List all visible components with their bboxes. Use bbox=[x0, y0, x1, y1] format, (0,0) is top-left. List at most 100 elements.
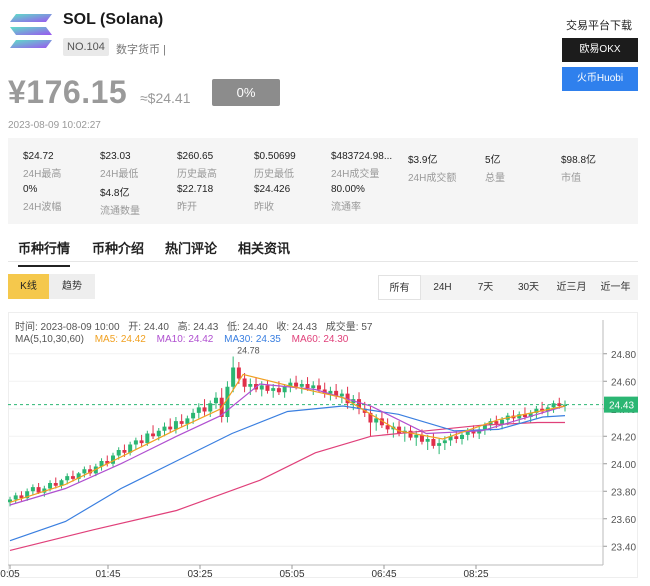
candle-body bbox=[437, 443, 442, 446]
range-selector: 所有 24H 7天 30天 近三月 近一年 bbox=[378, 275, 638, 300]
candle-body bbox=[76, 473, 81, 479]
candle-body bbox=[345, 393, 350, 404]
candle-body bbox=[442, 440, 447, 444]
timestamp: 2023-08-09 10:02:27 bbox=[8, 120, 101, 131]
candle-body bbox=[105, 461, 110, 464]
kline-button[interactable]: K线 bbox=[8, 274, 49, 299]
candle-body bbox=[65, 476, 70, 481]
tab-market[interactable]: 币种行情 bbox=[18, 238, 71, 267]
y-tick-label: 23.60 bbox=[611, 515, 636, 526]
huobi-download-button[interactable]: 火币Huobi bbox=[562, 67, 638, 91]
candle-body bbox=[322, 389, 327, 394]
candle-body bbox=[488, 421, 493, 426]
ma30-line bbox=[9, 405, 566, 542]
candle-body bbox=[25, 491, 30, 499]
x-tick-label: 01:45 bbox=[95, 569, 120, 580]
y-tick-label: 24.20 bbox=[611, 432, 636, 443]
ma60-value: MA60: 24.30 bbox=[291, 334, 349, 345]
candle-body bbox=[99, 461, 104, 467]
ma-legend: MA(5,10,30,60) MA5: 24.42 MA10: 24.42 MA… bbox=[15, 334, 356, 345]
price-cny: ¥176.15 bbox=[8, 74, 128, 110]
candle-body bbox=[173, 421, 178, 430]
coin-name: SOL (Solana) bbox=[63, 11, 164, 28]
y-tick-label: 24.80 bbox=[611, 350, 636, 361]
x-tick-label: 08:25 bbox=[463, 569, 488, 580]
range-all[interactable]: 所有 bbox=[378, 275, 421, 300]
tab-news[interactable]: 相关资讯 bbox=[238, 241, 291, 256]
candle-body bbox=[471, 430, 476, 434]
candle-body bbox=[316, 385, 321, 390]
candle-body bbox=[156, 430, 161, 437]
candle-body bbox=[145, 433, 150, 444]
candle-body bbox=[151, 433, 156, 437]
candle-body bbox=[368, 412, 373, 423]
range-24h[interactable]: 24H bbox=[421, 275, 464, 300]
candle-body bbox=[82, 469, 87, 474]
candle-body bbox=[288, 382, 293, 387]
candle-body bbox=[231, 367, 236, 387]
candle-body bbox=[110, 455, 115, 464]
candle-body bbox=[242, 378, 247, 387]
candle-body bbox=[122, 450, 127, 453]
candle-body bbox=[339, 393, 344, 397]
candle-body bbox=[517, 414, 522, 419]
candle-body bbox=[408, 430, 413, 438]
candle-body bbox=[271, 388, 276, 391]
range-30d[interactable]: 30天 bbox=[507, 275, 550, 300]
candle-body bbox=[70, 476, 75, 479]
range-3m[interactable]: 近三月 bbox=[550, 275, 593, 300]
ma30-value: MA30: 24.35 bbox=[224, 334, 281, 345]
ma-label: MA(5,10,30,60) bbox=[15, 334, 84, 345]
tab-bar: 币种行情 币种介绍 热门评论 相关资讯 bbox=[8, 232, 638, 267]
ma10-line bbox=[9, 383, 566, 506]
stat-24h-turnover: $3.9亿 24H成交额 bbox=[408, 155, 457, 184]
candle-body bbox=[36, 487, 41, 493]
stat-total-supply: 5亿 总量 bbox=[485, 155, 505, 184]
candle-body bbox=[202, 407, 207, 412]
candle-body bbox=[494, 421, 499, 424]
candle-body bbox=[414, 434, 419, 438]
candle-body bbox=[374, 418, 379, 423]
candle-body bbox=[179, 421, 184, 424]
candle-body bbox=[311, 385, 316, 389]
candle-body bbox=[185, 418, 190, 424]
x-tick-label: 03:25 bbox=[187, 569, 212, 580]
candle-body bbox=[225, 386, 230, 417]
rank-badge: NO.104 bbox=[63, 38, 109, 56]
candle-body bbox=[196, 407, 201, 413]
stat-circulating: $4.8亿 流通数量 bbox=[100, 188, 140, 217]
range-1y[interactable]: 近一年 bbox=[593, 275, 638, 300]
tab-comments[interactable]: 热门评论 bbox=[165, 241, 218, 256]
candle-body bbox=[465, 430, 470, 435]
trend-button[interactable]: 趋势 bbox=[49, 274, 95, 299]
candle-body bbox=[276, 388, 281, 393]
candle-body bbox=[213, 397, 218, 404]
price-usd: ≈$24.41 bbox=[140, 90, 191, 106]
current-price-label: 24.43 bbox=[609, 401, 634, 412]
candle-body bbox=[236, 367, 241, 379]
okx-download-button[interactable]: 欧易OKX bbox=[562, 38, 638, 62]
range-7d[interactable]: 7天 bbox=[464, 275, 507, 300]
candle-body bbox=[551, 403, 556, 408]
x-tick-label: 06:45 bbox=[371, 569, 396, 580]
ma60-line bbox=[9, 421, 565, 551]
candle-body bbox=[397, 426, 402, 434]
coin-category: 数字货币 | bbox=[116, 44, 166, 56]
stat-market-cap: $98.8亿 市值 bbox=[561, 155, 597, 184]
stat-prev-open: $22.718 昨开 bbox=[177, 184, 214, 213]
current-price-badge bbox=[604, 396, 638, 413]
candle-body bbox=[431, 439, 436, 446]
tab-intro[interactable]: 币种介绍 bbox=[92, 241, 145, 256]
candle-body bbox=[448, 436, 453, 441]
chart-area[interactable] bbox=[8, 312, 638, 578]
solana-logo bbox=[10, 14, 52, 48]
candle-body bbox=[557, 403, 562, 406]
candle-body bbox=[305, 384, 310, 389]
candle-body bbox=[522, 414, 527, 417]
candle-body bbox=[500, 419, 505, 424]
candle-body bbox=[385, 425, 390, 430]
change-badge: 0% bbox=[212, 79, 280, 106]
candle-body bbox=[265, 385, 270, 391]
stat-24h-high: $24.72 24H最高 bbox=[23, 151, 62, 180]
